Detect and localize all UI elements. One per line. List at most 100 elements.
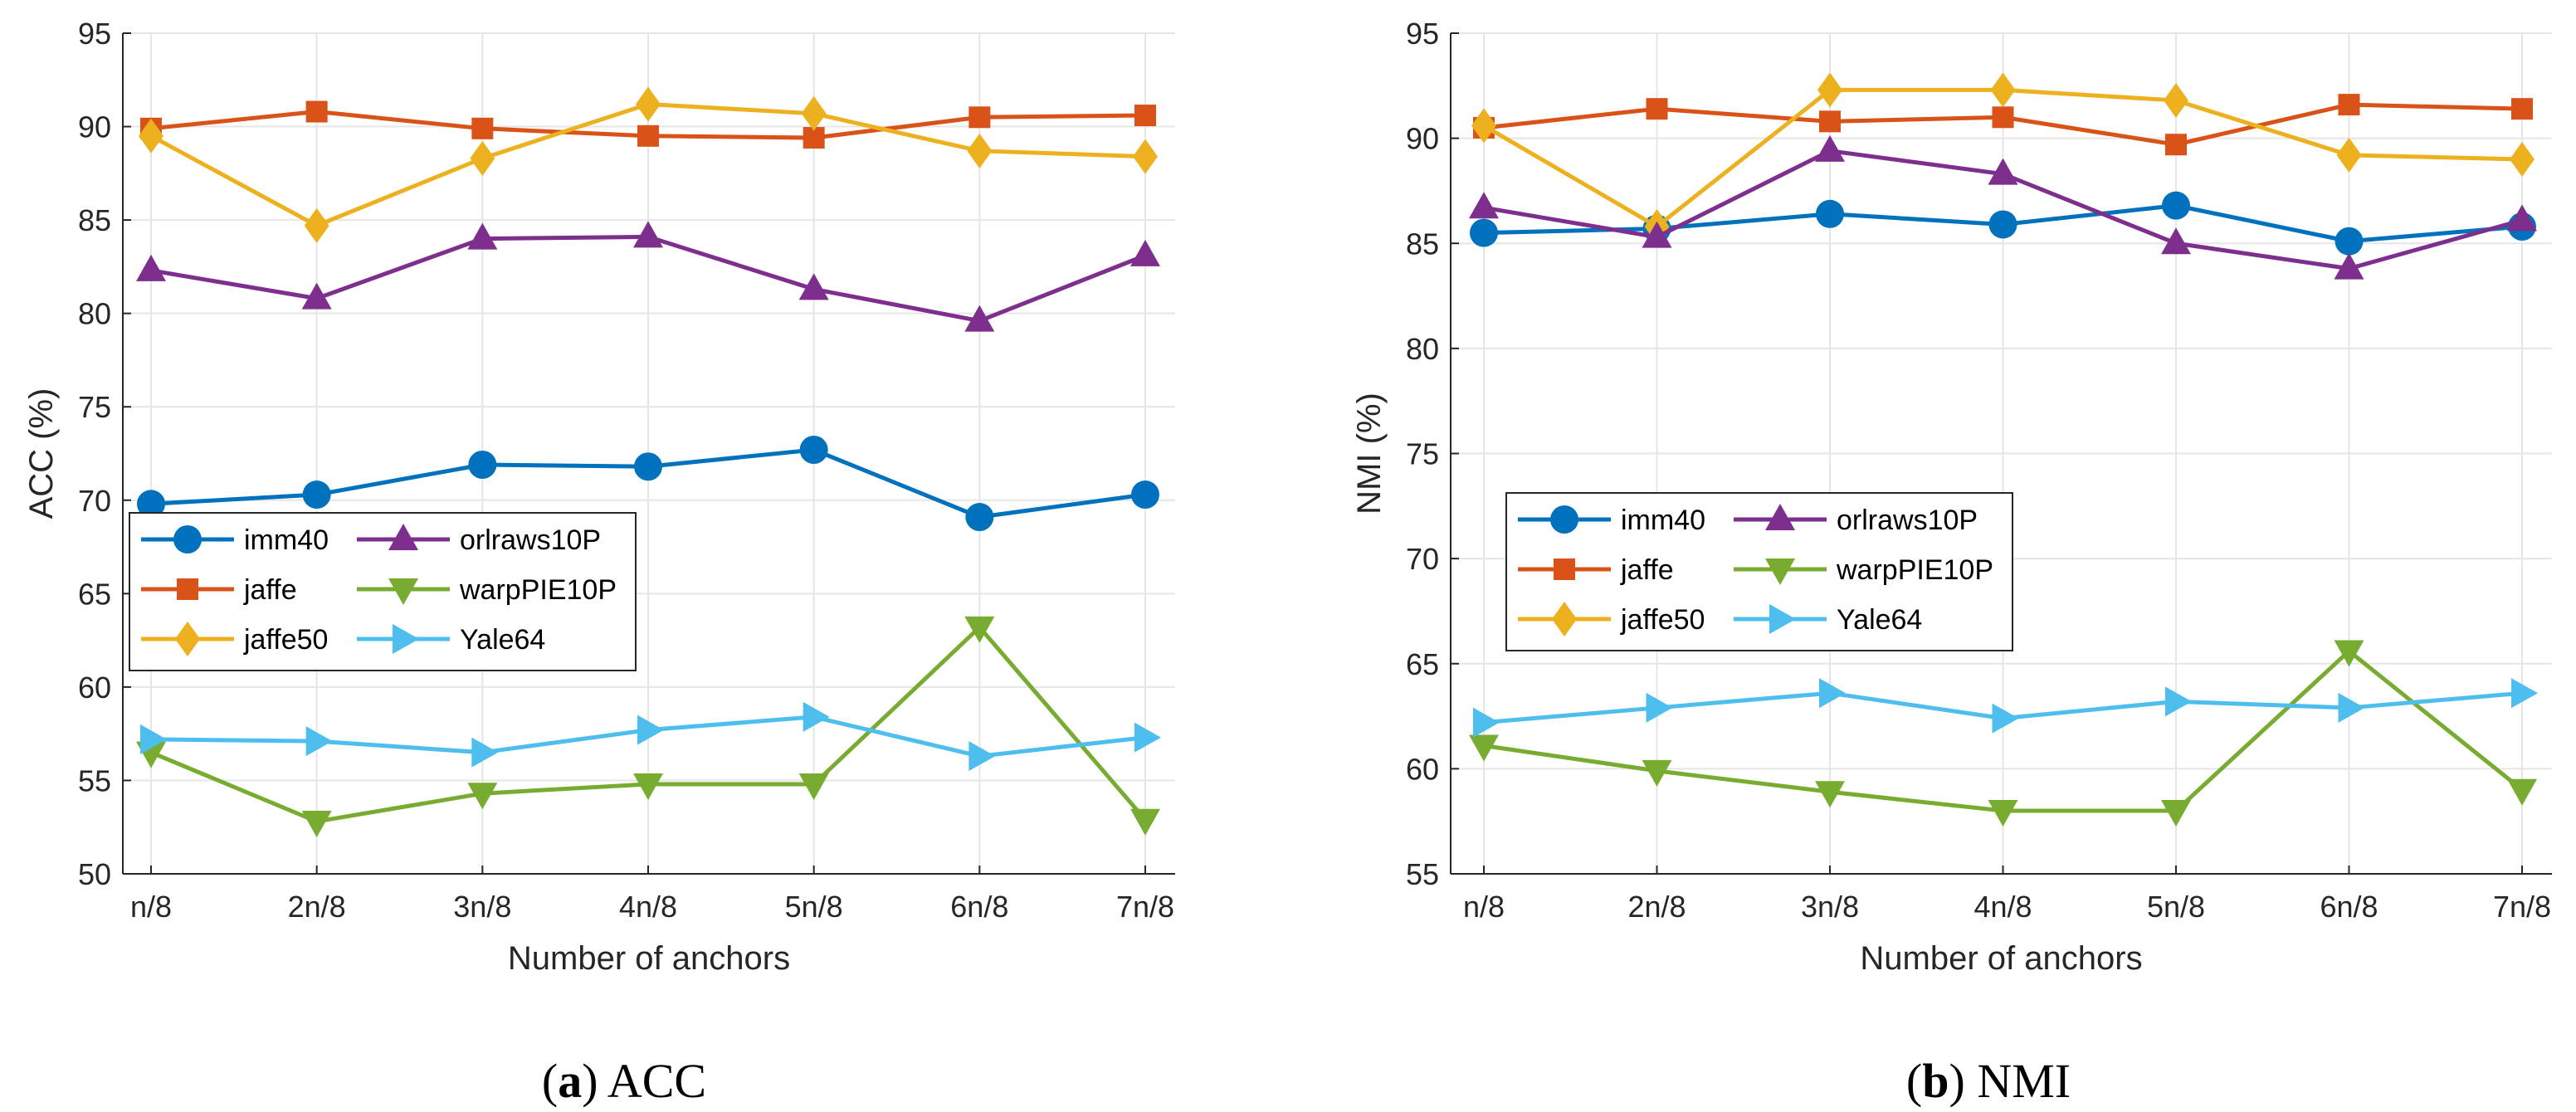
- data-point: [2511, 678, 2538, 709]
- data-point: [1992, 703, 2019, 734]
- data-point: [301, 282, 332, 310]
- legend-marker-triangle-right: [1769, 604, 1796, 634]
- data-point: [2511, 98, 2533, 120]
- series-Yale64: [140, 701, 1161, 772]
- data-point: [633, 773, 663, 800]
- x-tick-label: 5n/8: [785, 890, 843, 924]
- caption-paren-close: ): [1949, 1054, 1977, 1108]
- legend-label: warpPIE10P: [459, 574, 617, 606]
- data-point: [2507, 778, 2537, 806]
- data-point: [1131, 480, 1159, 510]
- data-point: [965, 503, 994, 532]
- x-axis-label: Number of anchors: [1860, 940, 2142, 977]
- data-point: [1470, 218, 1498, 247]
- data-point: [471, 737, 499, 768]
- data-point: [1988, 158, 2018, 185]
- data-point: [2334, 227, 2364, 256]
- data-point: [2162, 191, 2190, 220]
- data-point: [2334, 252, 2364, 280]
- data-point: [803, 701, 830, 732]
- series-orlraws10P: [136, 221, 1160, 332]
- caption-letter: a: [558, 1054, 582, 1108]
- data-point: [2336, 137, 2362, 173]
- data-point: [1473, 707, 1500, 738]
- caption: (b) NMI: [1906, 1054, 2071, 1108]
- x-tick-label: 6n/8: [2320, 890, 2378, 924]
- x-tick-label: 2n/8: [288, 890, 346, 924]
- series-jaffe50: [1471, 72, 2535, 244]
- chart-nmi: 55 60 65 70 75 80 85 90 95 n/8 2n/8 3n/8 4n/8 5n/8 6n/…: [1351, 17, 2552, 1108]
- x-tick-label: n/8: [130, 890, 172, 924]
- legend-marker-triangle-right: [393, 624, 419, 654]
- data-point: [798, 773, 829, 800]
- data-point: [467, 783, 498, 810]
- data-point: [1134, 722, 1161, 753]
- y-tick-label: 80: [78, 297, 111, 331]
- series-warpPIE10P: [1469, 640, 2537, 827]
- data-point: [1815, 781, 1845, 808]
- y-tick-label: 65: [1406, 647, 1439, 681]
- data-point: [633, 221, 663, 248]
- data-point: [967, 133, 993, 168]
- y-tick-label: 80: [1406, 332, 1439, 366]
- data-point: [2165, 686, 2192, 717]
- legend-marker-circle: [1550, 505, 1578, 534]
- series-warpPIE10P: [136, 616, 1160, 837]
- data-point: [302, 480, 331, 510]
- data-point: [139, 118, 163, 154]
- legend-marker-circle: [173, 525, 202, 554]
- y-tick-label: 90: [1406, 122, 1439, 156]
- data-point: [1642, 759, 1672, 787]
- y-tick-label: 50: [78, 857, 111, 891]
- data-point: [2338, 94, 2360, 116]
- legend-label: jaffe50: [243, 624, 328, 656]
- y-tick-label: 70: [1406, 542, 1439, 576]
- data-point: [304, 207, 329, 243]
- data-point: [1646, 98, 1668, 120]
- y-tick-label: 60: [78, 671, 111, 705]
- y-tick-label: 60: [1406, 752, 1439, 786]
- data-point: [305, 100, 328, 123]
- data-point: [799, 435, 828, 464]
- data-point: [301, 810, 332, 837]
- y-tick-label: 55: [78, 763, 111, 797]
- x-tick-label: 7n/8: [1116, 890, 1174, 924]
- legend-marker-diamond: [1552, 602, 1577, 636]
- y-tick-label: 95: [1406, 17, 1439, 51]
- legend-label: Yale64: [460, 624, 545, 656]
- caption-paren-open: (: [1906, 1054, 1922, 1108]
- legend-label: jaffe: [243, 574, 297, 606]
- legend-marker-triangle-down: [1765, 558, 1795, 585]
- data-point: [1133, 139, 1158, 174]
- data-point: [1988, 210, 2017, 239]
- data-point: [137, 490, 165, 519]
- y-axis-label: NMI (%): [1351, 393, 1388, 515]
- x-tick-label: 6n/8: [950, 890, 1008, 924]
- data-point: [2507, 204, 2537, 232]
- legend: imm40 jaffe jaffe50 orlraws10P warpPIE10P Yal…: [129, 512, 637, 671]
- data-point: [798, 273, 829, 300]
- x-tick-label: 3n/8: [1801, 890, 1859, 924]
- y-tick-label: 90: [78, 110, 111, 144]
- y-tick-label: 75: [1406, 437, 1439, 471]
- x-tick-label: 4n/8: [1973, 890, 2032, 924]
- data-point: [471, 117, 494, 139]
- data-point: [1816, 199, 1844, 228]
- data-point: [140, 724, 167, 754]
- legend-label: jaffe50: [1620, 604, 1705, 636]
- data-point: [637, 715, 664, 745]
- data-point: [2165, 134, 2187, 156]
- y-tick-label: 85: [78, 203, 111, 237]
- x-tick-label: 3n/8: [453, 890, 511, 924]
- legend-marker-square: [177, 578, 198, 600]
- legend-marker-triangle-down: [388, 578, 418, 605]
- data-point: [1992, 106, 2014, 129]
- y-tick-label: 75: [78, 390, 111, 424]
- x-tick-label: n/8: [1463, 890, 1505, 924]
- legend-marker-triangle-up: [1765, 504, 1795, 530]
- data-point: [1819, 678, 1846, 709]
- legend: imm40 jaffe jaffe50 orlraws10P warpPIE10P Yal…: [1505, 492, 2013, 651]
- chart-acc: 50 55 60 65 70 75 80 85 90 95 n/8 2n/8 3n/8 4n/8 5n/8 6…: [23, 17, 1175, 1108]
- y-tick-label: 95: [78, 17, 111, 51]
- data-point: [1646, 692, 1673, 723]
